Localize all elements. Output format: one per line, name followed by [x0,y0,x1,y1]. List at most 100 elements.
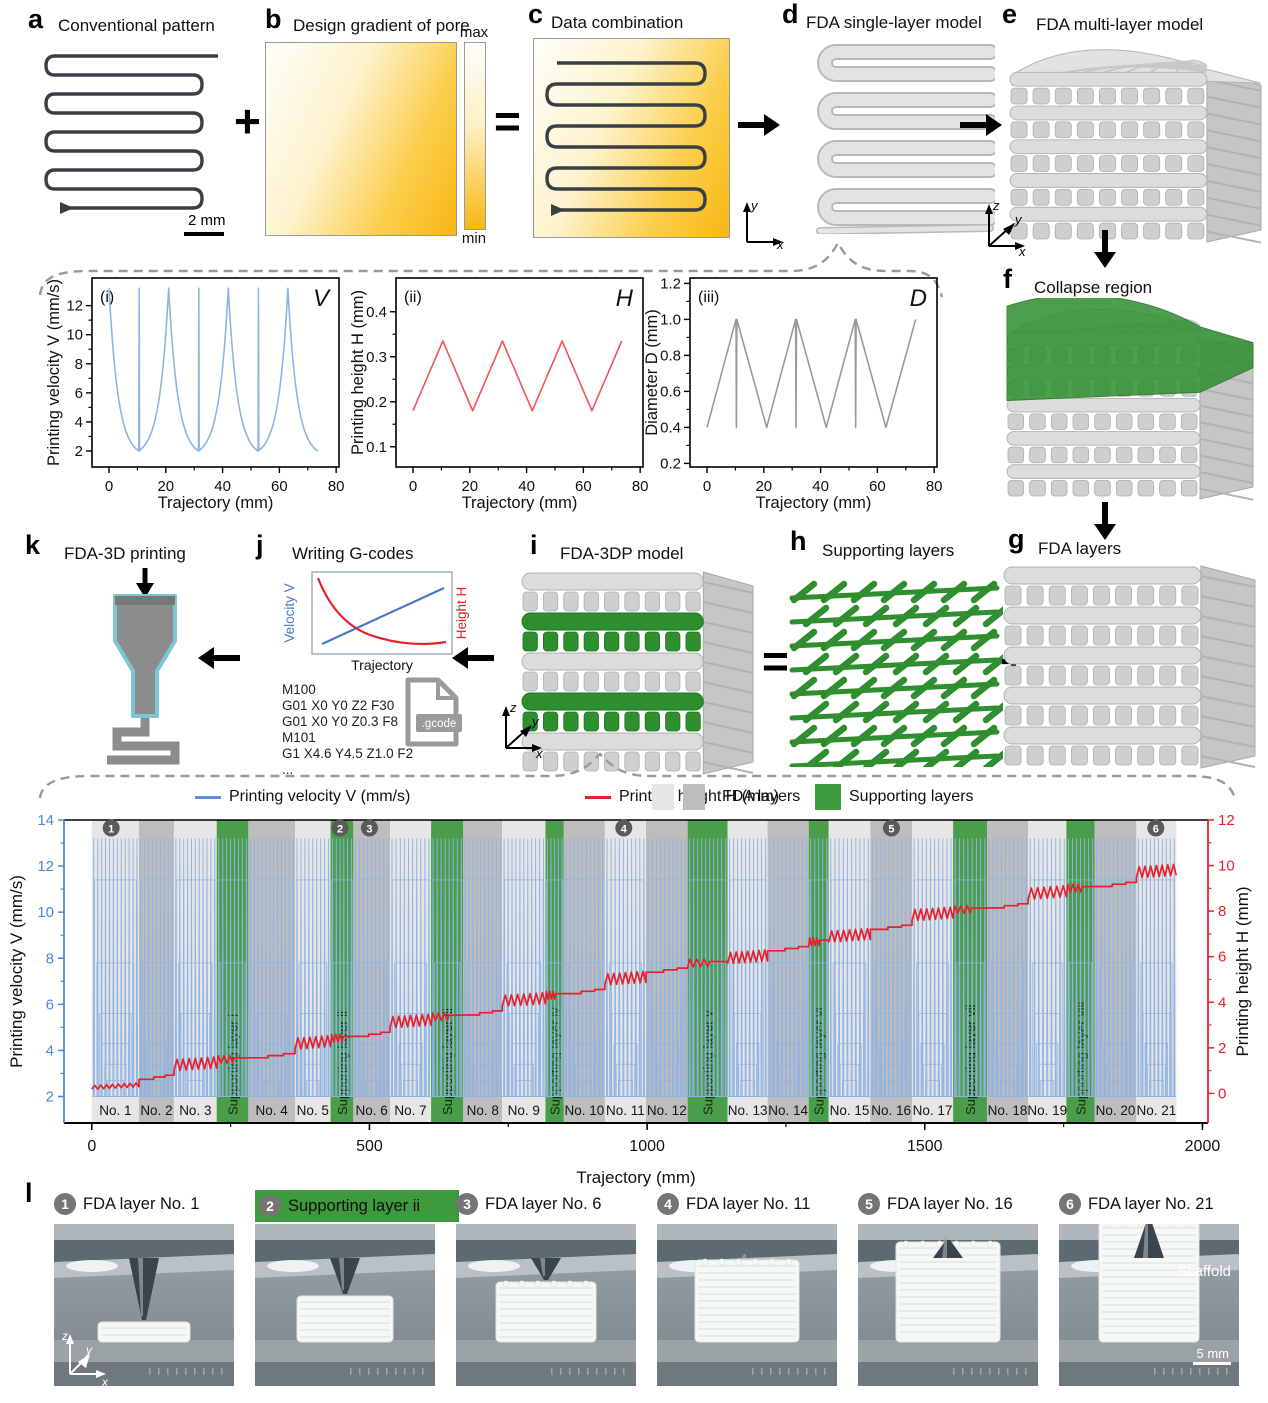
lattice-rod-ends [1004,745,1022,766]
lattice-rod-ends [1137,705,1155,726]
chart-height-small: 0 20 40 60 80 0.1 0.2 0.3 0.4 (ii) H Trajectory (mm… [348,266,653,521]
lattice-rod-row [1009,105,1208,121]
mini-xlabel: Trajectory [351,657,413,673]
lattice-rod-ends [1048,705,1066,726]
lattice-rod-ends [1121,87,1139,105]
ruler-mark [1190,1368,1192,1375]
lattice-rod-ends [1137,585,1155,606]
velocity-step-envelope [883,1079,899,1097]
fda-band-label: No. 13 [728,1103,768,1118]
lattice-rod-ends [522,711,538,732]
nozzle-highlight [540,1258,545,1276]
lattice-rod-ends [624,751,640,772]
ruler-mark [1154,1368,1156,1375]
platform-front [858,1362,1038,1386]
gcode-badge-label: .gcode [422,718,457,730]
photo-scale-label: 5 mm [1197,1346,1230,1361]
side-stripe [703,581,754,594]
gcode-line: G01 X0 Y0 Z2 F30 [282,698,395,713]
height-curve [316,577,447,646]
lattice-rod-ends [1159,479,1176,497]
photo-caption: 5 FDA layer No. 16 [858,1190,1013,1218]
ruler-mark [815,1368,817,1375]
ruler-mark [779,1368,781,1375]
lattice-rod-ends [1007,413,1025,430]
lattice-rod-ends [1159,705,1177,726]
green-mesh-svg [789,580,1003,767]
ruler-mark [761,1368,763,1375]
x-tick-label: 0 [87,1138,96,1155]
lattice-rod-ends [1137,479,1155,497]
lattice-rod-ends [1032,222,1050,240]
scaffold-spike [785,1258,793,1266]
fda-band-label: No. 10 [564,1103,604,1118]
mini-ylabel-right: Height H [454,587,469,640]
platform-top [54,1340,234,1362]
lattice-rod-row [1003,726,1202,745]
axes-triad-d: y x [743,198,784,250]
x-tick-label: 20 [157,478,174,495]
lattice-rod-ends [1159,625,1177,646]
layer-band [248,820,296,1123]
ruler-mark [422,1368,424,1375]
lattice-rod-ends [1076,121,1094,139]
panel-label-k: k [25,530,41,560]
photo-svg [255,1224,435,1386]
fda-band-label: No. 15 [830,1103,870,1118]
lattice-rod-ends [1143,222,1161,240]
mesh-diag-rod [832,652,860,676]
lattice-rod-ends [624,631,640,652]
lattice-rod-ends [563,631,579,652]
lattice-rod-row [521,732,704,751]
gradient-square-b [265,42,457,236]
lattice-rod-ends [685,631,701,652]
panel-title-a: Conventional pattern [58,16,215,35]
height-series [91,863,1178,1090]
lattice-rod-ends [1032,121,1050,139]
panel-label-l: l [25,1178,33,1208]
ruler-mark [1208,1368,1210,1375]
velocity-step-envelope [547,962,563,1097]
lattice-rod-ends [1050,413,1068,430]
ruler-mark [1217,1368,1219,1375]
ruler-mark [578,1368,580,1375]
panel-label-b: b [265,4,282,34]
mesh-diag-rod [970,628,998,652]
chart-velocity-small: 0 20 40 60 80 2 4 6 8 10 12 (i) V Trajectory (mm) Prin… [44,266,349,521]
lattice-rod-ends [1072,446,1090,464]
right-tick-label: 0 [1218,1085,1226,1102]
mesh-diag-rod [892,604,920,628]
lattice-rod-ends [1076,188,1094,206]
main-profile-chart: No. 1 No. 2 No. 3 Supporting layer i No. 4 No… [0,815,1268,1193]
x-tick-label: 40 [518,478,535,495]
lattice-rod-ends [604,671,620,692]
ruler-mark [149,1368,151,1375]
photo-caption: 6 FDA layer No. 21 [1059,1190,1214,1218]
mesh-diag-rod [802,700,830,724]
velocity-step-envelope [740,1079,755,1097]
side-stripe [703,681,754,694]
x-tick-label: 2000 [1185,1138,1221,1155]
lattice-rod-ends [1115,665,1133,686]
printing-photo [456,1224,636,1386]
mesh-diag-rod [832,604,860,628]
platform-front [657,1362,837,1386]
lattice-rod-row [1006,431,1201,446]
photo-caption-number: 1 [54,1193,76,1215]
mesh-diag-rod [982,654,1003,676]
lattice-rod-ends [1010,155,1028,172]
velocity-step-envelope [332,962,352,1097]
scaffold-spike [502,1280,510,1288]
lattice-rod-ends [1007,479,1025,497]
plate-highlight [267,1260,319,1272]
lattice-rod-row [1009,173,1208,188]
fda-band-label: No. 4 [256,1103,289,1118]
photo-svg: Scaffold 5 mm [1059,1224,1239,1386]
photo-svg [456,1224,636,1386]
platform-top [657,1340,837,1362]
lattice-rod-ends [1143,155,1161,172]
side-stripe [1200,635,1256,648]
lattice-rod-ends [1181,585,1199,606]
lattice-rod-ends [542,631,559,652]
mesh-diag-rod [892,700,920,724]
